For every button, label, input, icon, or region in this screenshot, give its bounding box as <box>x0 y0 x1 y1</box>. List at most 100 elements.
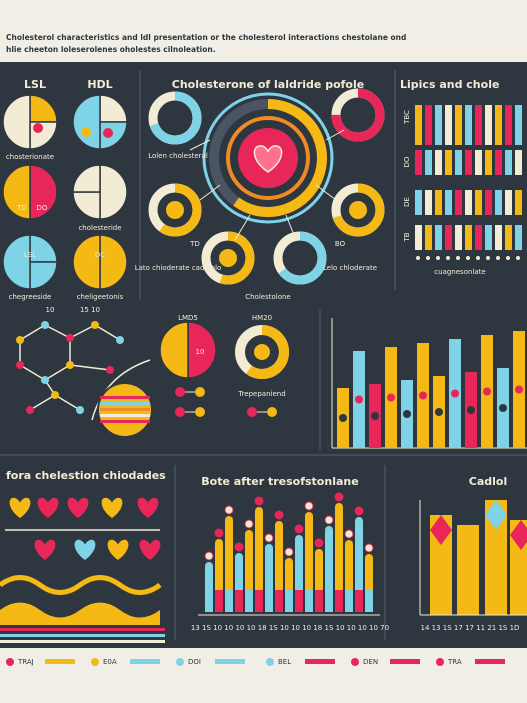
wave <box>0 575 162 595</box>
legend-label: E0A <box>103 658 117 666</box>
bar-base <box>295 590 303 612</box>
atom <box>16 361 24 369</box>
bar <box>225 516 233 612</box>
legend-label: BEL <box>278 658 291 666</box>
bar-cell <box>495 225 502 250</box>
atom <box>26 406 34 414</box>
bar-cell <box>475 150 482 175</box>
bar-cell <box>485 225 492 250</box>
bar-cell <box>455 150 462 175</box>
legend-label: TRA <box>447 658 462 666</box>
bond <box>54 394 81 411</box>
bar-dot <box>234 542 244 552</box>
heart <box>107 539 129 560</box>
marker <box>446 256 450 260</box>
bar-cell <box>435 225 442 250</box>
bar <box>430 515 452 615</box>
bar-cell <box>455 190 462 215</box>
pin <box>195 387 205 397</box>
donut-center <box>166 201 184 219</box>
pie-slice <box>2 94 31 150</box>
bar-base <box>215 590 223 612</box>
donut-center <box>219 249 237 267</box>
atom <box>66 361 74 369</box>
donut-arc <box>331 88 385 142</box>
label: cholesteride <box>78 224 121 232</box>
bar-dot <box>354 506 364 516</box>
label: LMD5 <box>178 314 198 322</box>
bar-cell <box>505 150 512 175</box>
atom <box>116 336 124 344</box>
bar-dot <box>204 551 214 561</box>
label: chegreeside <box>9 293 52 301</box>
donut-arc <box>273 231 327 285</box>
bar <box>335 503 343 612</box>
label: TD <box>189 240 200 248</box>
stripe <box>100 396 150 399</box>
legend-bar <box>475 659 505 664</box>
bar-dot <box>364 543 374 553</box>
heart <box>139 539 161 560</box>
bar-base <box>315 590 323 612</box>
marker <box>436 256 440 260</box>
pie-slice <box>29 164 58 220</box>
heart <box>37 497 59 518</box>
bar-dot <box>244 519 254 529</box>
bar-dot <box>483 387 491 396</box>
heart <box>34 539 56 560</box>
heart <box>101 497 123 518</box>
bar-cell <box>445 150 452 175</box>
bar <box>305 512 313 612</box>
label: cheligeetonis <box>77 293 124 301</box>
pie-slice <box>2 234 31 290</box>
legend-bar <box>305 659 335 664</box>
bar-base <box>255 590 263 612</box>
bar-dot <box>264 533 274 543</box>
bar-cell <box>505 105 512 145</box>
header-line: hlie cheeton loleserolenes oholestes cil… <box>6 45 216 54</box>
label: chosterionate <box>6 153 54 161</box>
heart <box>137 497 159 518</box>
bar-cell <box>495 150 502 175</box>
bar-dot <box>294 524 304 534</box>
stripe <box>0 634 165 637</box>
bar-cell <box>465 225 472 250</box>
bar-dot <box>304 501 314 511</box>
bar-cell <box>415 190 422 215</box>
bar-dot <box>344 529 354 539</box>
stripe <box>100 414 150 417</box>
bar-dot <box>254 496 264 506</box>
bar-dot <box>515 385 523 394</box>
legend-label: DOI <box>188 658 201 666</box>
bar-dot <box>284 547 294 557</box>
pie-slice <box>99 164 128 220</box>
bar-dot <box>499 404 507 412</box>
bar-base <box>285 590 293 612</box>
bar <box>355 517 363 612</box>
bar-cell <box>425 105 432 145</box>
panel-title: HDL <box>87 78 112 91</box>
label: cuagnesonlate <box>434 268 485 276</box>
heart <box>9 497 31 518</box>
label: LSL <box>24 251 36 259</box>
bar-cell <box>515 225 522 250</box>
marker <box>416 256 420 260</box>
bar-cell <box>415 150 422 175</box>
pie-slice <box>29 261 58 290</box>
label: DE <box>403 197 411 207</box>
pin <box>175 407 185 417</box>
atom <box>16 336 24 344</box>
bond <box>44 324 71 339</box>
pie-slice <box>29 234 58 263</box>
atom <box>76 406 84 414</box>
legend-label: DEN <box>363 658 378 666</box>
bar-cell <box>445 190 452 215</box>
bond <box>29 394 56 411</box>
bar-dot <box>387 393 395 402</box>
bar-dot <box>324 515 334 525</box>
donut-center <box>166 109 184 127</box>
bar-dot <box>371 412 379 420</box>
bar-dot <box>214 528 224 538</box>
donut-center <box>349 106 367 124</box>
arrow <box>285 214 297 241</box>
